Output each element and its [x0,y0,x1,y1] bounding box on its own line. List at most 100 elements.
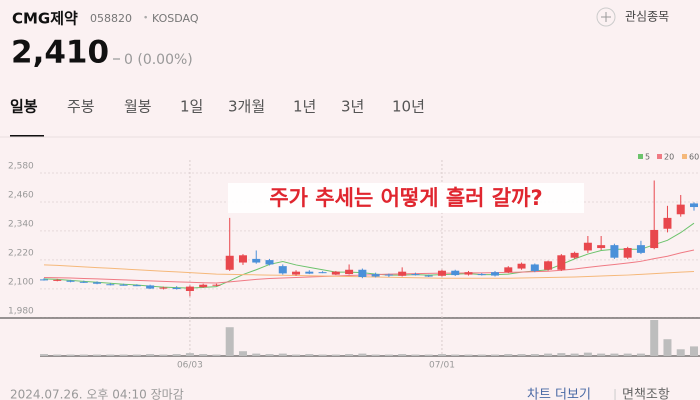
candle-body [185,286,194,291]
candle-body [199,284,208,288]
tab[interactable]: 3년 [341,98,364,116]
candle-body [238,255,247,263]
candle-body [597,245,606,249]
candle-body [132,285,141,287]
volume-bar [437,354,446,356]
candle-body [212,284,221,286]
stock-code: 058820 [90,12,132,25]
volume-bar [185,353,194,356]
candle-body [544,261,553,270]
watch-icon [596,7,616,27]
tab[interactable]: 주봉 [67,98,95,116]
volume-bar [318,354,327,356]
legend-swatch [638,154,643,159]
volume-bar [477,354,486,356]
x-tick-label: 07/01 [429,361,455,371]
volume-bar [305,354,314,356]
candle-body [146,285,155,289]
candle-body [623,248,632,258]
candle-body [424,275,433,277]
more-link[interactable]: 차트 더보기 [527,388,591,400]
timestamp: 2024.07.26. 오후 04:10 장마감 [10,388,184,400]
volume-bar [93,354,102,356]
volume-bar [79,354,88,356]
volume-bar [331,354,340,356]
candle-body [690,203,698,208]
stock-name: CMG제약 [12,10,78,28]
candle-body [384,274,393,276]
volume-bar [570,353,579,356]
tab[interactable]: 일봉 [10,98,38,116]
tab[interactable]: 10년 [392,98,425,116]
legend-label: 5 [645,153,650,162]
volume-bar [464,354,473,356]
candle-body [119,284,128,286]
volume-bar [146,354,155,356]
volume-bar [398,354,407,356]
link-divider: | [613,388,617,400]
candle-body [292,271,301,275]
candle-body [411,274,420,276]
annotation: 주가 추세는 어떻게 흘러 갈까? [269,186,542,210]
separator: • [143,14,148,24]
volume-bar [623,353,632,356]
y-tick-label: 1,980 [8,306,34,316]
candle-body [557,255,566,270]
candle-body [106,284,115,286]
candle-body [650,229,659,249]
candle-body [371,274,380,277]
tab[interactable]: 1일 [180,98,203,116]
plus [601,12,611,22]
volume-bar [159,354,168,356]
candle-body [172,287,181,290]
volume-bar [66,354,75,356]
volume-bar [172,354,181,356]
legend-swatch [682,154,687,159]
volume-bar [225,327,234,356]
legend-label: 60 [689,153,699,162]
volume-bar [690,346,698,356]
volume-bar [411,354,420,356]
volume-bar [557,353,566,356]
legend-swatch [657,154,662,159]
y-tick-label: 2,100 [8,277,34,287]
volume-bar [583,352,592,356]
candle-body [530,264,539,271]
ma-line [43,264,695,279]
ma-line [43,222,695,289]
candle-body [318,272,327,274]
tab[interactable]: 월봉 [124,98,152,116]
volume-bar [530,354,539,356]
volume-bar [345,354,354,356]
tab[interactable]: 3개월 [228,98,265,116]
candle-body [504,267,513,273]
candle-body [517,263,526,269]
watch-button[interactable]: 관심종목 [596,7,669,27]
volume-bar [451,354,460,356]
y-tick-label: 2,340 [8,219,34,229]
y-tick-label: 2,580 [8,162,34,172]
volume-bar [384,354,393,356]
volume-bar [371,354,380,356]
volume-bar [610,353,619,356]
candle-body [437,270,446,276]
candle-body [570,252,579,258]
candle-body [331,271,340,275]
candle-body [636,245,645,253]
candle-body [53,279,62,281]
volume-bar [40,354,48,356]
candle-body [477,274,486,276]
candle-body [610,245,619,258]
annotation-bg [228,183,584,213]
candle-body [252,258,261,263]
volume-bar [238,351,247,356]
volume-bar [676,349,685,356]
disclaimer-link[interactable]: 면책조항 [622,388,670,400]
volume-bar [199,354,208,356]
volume-bar [119,354,128,356]
candle-body [40,279,48,281]
watch-label[interactable]: 관심종목 [625,10,669,24]
tab[interactable]: 1년 [293,98,316,116]
candle-body [345,269,354,275]
